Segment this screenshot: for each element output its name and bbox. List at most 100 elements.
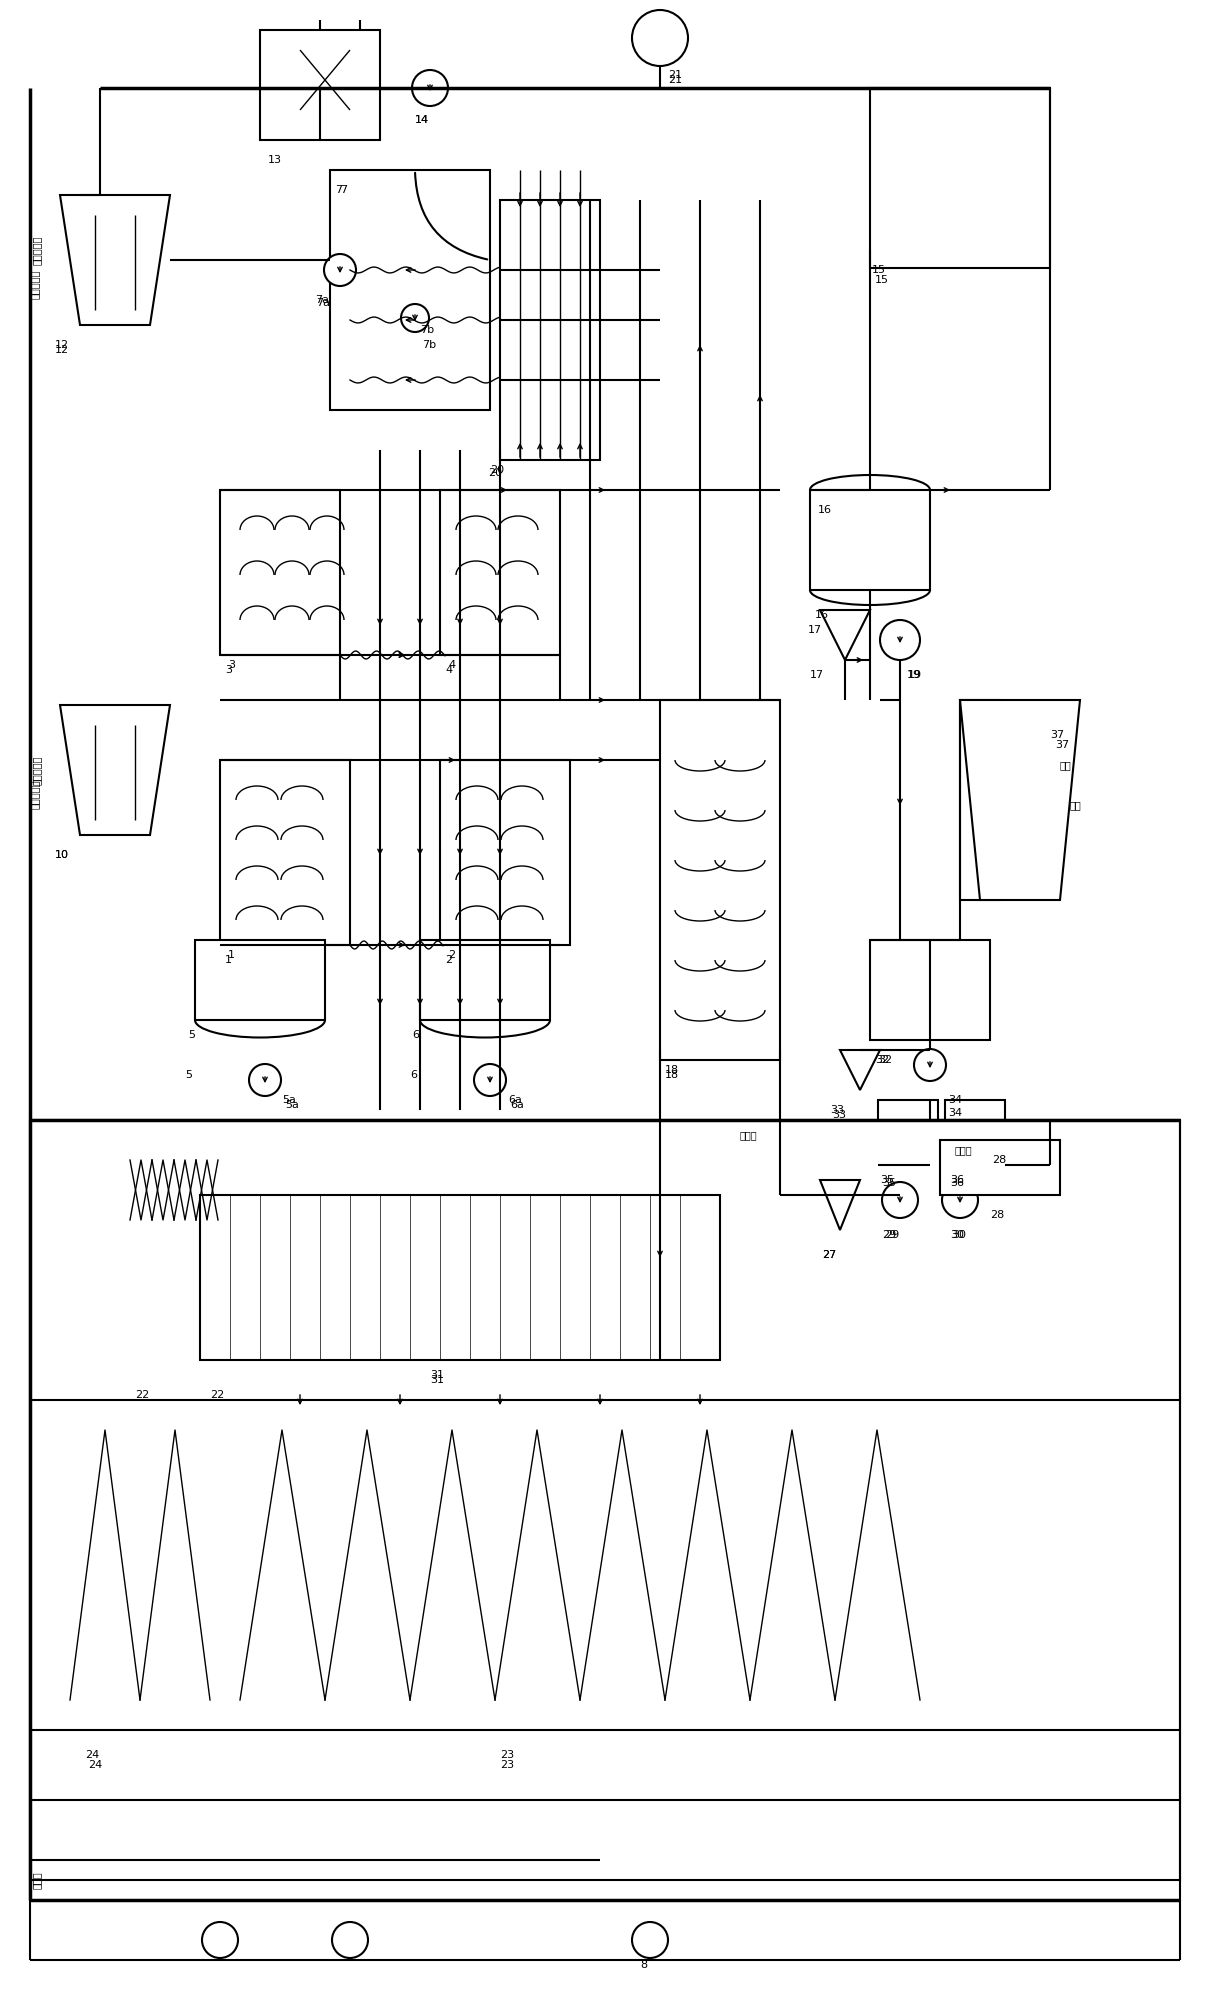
Text: 14: 14	[415, 116, 429, 126]
Bar	[440, 489, 561, 655]
Text: 7b: 7b	[420, 325, 434, 335]
Text: 15: 15	[872, 265, 886, 275]
Text: 37: 37	[1050, 731, 1064, 741]
Text: 12: 12	[55, 345, 69, 355]
Bar	[940, 1140, 1060, 1196]
Text: 4: 4	[445, 665, 452, 675]
Text: 1: 1	[225, 954, 232, 964]
Polygon shape	[821, 611, 870, 661]
Text: 23: 23	[500, 1760, 514, 1770]
Text: 34: 34	[947, 1096, 962, 1106]
Text: 21: 21	[668, 76, 683, 86]
Text: 28: 28	[991, 1210, 1004, 1220]
Text: 4: 4	[448, 661, 455, 671]
Polygon shape	[960, 701, 1080, 900]
Text: 1: 1	[228, 950, 235, 960]
Circle shape	[632, 1922, 668, 1958]
Text: 3: 3	[225, 665, 232, 675]
Text: 3: 3	[228, 661, 235, 671]
Text: 31: 31	[430, 1375, 444, 1385]
Text: 7: 7	[335, 186, 342, 196]
Text: 6a: 6a	[508, 1096, 522, 1106]
Text: 29: 29	[882, 1230, 896, 1240]
Bar	[878, 1100, 938, 1166]
Bar	[221, 760, 350, 944]
Text: 21: 21	[668, 70, 683, 80]
Text: 36: 36	[950, 1176, 963, 1186]
Text: 6: 6	[411, 1030, 419, 1040]
Text: 13: 13	[269, 156, 282, 166]
Bar	[221, 489, 340, 655]
Bar	[500, 200, 600, 459]
Text: 32: 32	[875, 1056, 890, 1066]
Bar	[260, 30, 379, 140]
Circle shape	[880, 621, 920, 661]
Bar	[195, 940, 325, 1020]
Bar	[30, 1120, 1180, 1880]
Text: 15: 15	[875, 275, 890, 285]
Text: 30: 30	[950, 1230, 963, 1240]
Text: 27: 27	[822, 1249, 837, 1259]
Text: 27: 27	[822, 1249, 837, 1259]
Text: 22: 22	[136, 1389, 149, 1399]
Text: 18: 18	[665, 1070, 679, 1080]
Circle shape	[324, 253, 356, 285]
Bar	[200, 1196, 719, 1359]
Text: 主蒸汽: 主蒸汽	[32, 1870, 42, 1888]
Text: 34: 34	[947, 1108, 962, 1118]
Text: 烟道: 烟道	[1060, 760, 1072, 770]
Bar	[870, 940, 991, 1040]
Polygon shape	[60, 196, 170, 325]
Text: 7a: 7a	[315, 297, 330, 307]
Circle shape	[411, 70, 448, 106]
Text: 2: 2	[448, 950, 455, 960]
Circle shape	[249, 1064, 281, 1096]
Text: 16: 16	[816, 611, 829, 621]
Text: 补给水: 补给水	[740, 1130, 758, 1140]
Bar	[660, 701, 780, 1060]
Bar	[945, 1100, 1005, 1166]
Text: 10: 10	[55, 850, 69, 860]
Text: 35: 35	[880, 1176, 894, 1186]
Bar	[330, 170, 490, 409]
Circle shape	[331, 1922, 368, 1958]
Text: 32: 32	[878, 1056, 892, 1066]
Circle shape	[882, 1182, 918, 1218]
Text: 22: 22	[209, 1389, 224, 1399]
Text: 12: 12	[55, 339, 69, 349]
Circle shape	[914, 1050, 946, 1082]
Polygon shape	[840, 1050, 880, 1090]
Text: 7b: 7b	[423, 339, 436, 349]
Text: 高压缸排气: 高压缸排气	[30, 780, 39, 808]
Text: 5a: 5a	[282, 1096, 296, 1106]
Text: 7: 7	[340, 186, 347, 196]
Text: 6: 6	[410, 1070, 416, 1080]
Text: 烟道: 烟道	[1071, 800, 1082, 810]
Circle shape	[400, 303, 429, 331]
Text: 18: 18	[665, 1066, 679, 1076]
Text: 14: 14	[415, 116, 429, 126]
Text: 17: 17	[809, 671, 824, 681]
Text: 36: 36	[950, 1178, 963, 1188]
Polygon shape	[821, 1180, 860, 1230]
Text: 28: 28	[992, 1156, 1007, 1166]
Text: 29: 29	[885, 1230, 899, 1240]
Bar	[440, 760, 570, 944]
Polygon shape	[60, 705, 170, 834]
Polygon shape	[960, 701, 1000, 900]
Text: 2: 2	[445, 954, 452, 964]
Text: 5: 5	[185, 1070, 192, 1080]
Bar	[420, 940, 549, 1020]
Text: 低压缸排气: 低压缸排气	[30, 269, 39, 299]
Circle shape	[942, 1182, 978, 1218]
Text: 低压缸排气: 低压缸排气	[32, 236, 42, 265]
Text: 20: 20	[488, 467, 503, 477]
Text: 33: 33	[832, 1110, 846, 1120]
Text: 30: 30	[952, 1230, 966, 1240]
Text: 24: 24	[85, 1750, 100, 1760]
Text: 17: 17	[808, 625, 822, 635]
Text: 7a: 7a	[315, 295, 329, 305]
Circle shape	[474, 1064, 506, 1096]
Text: 高压缸排气: 高压缸排气	[32, 754, 42, 784]
Text: 10: 10	[55, 850, 69, 860]
